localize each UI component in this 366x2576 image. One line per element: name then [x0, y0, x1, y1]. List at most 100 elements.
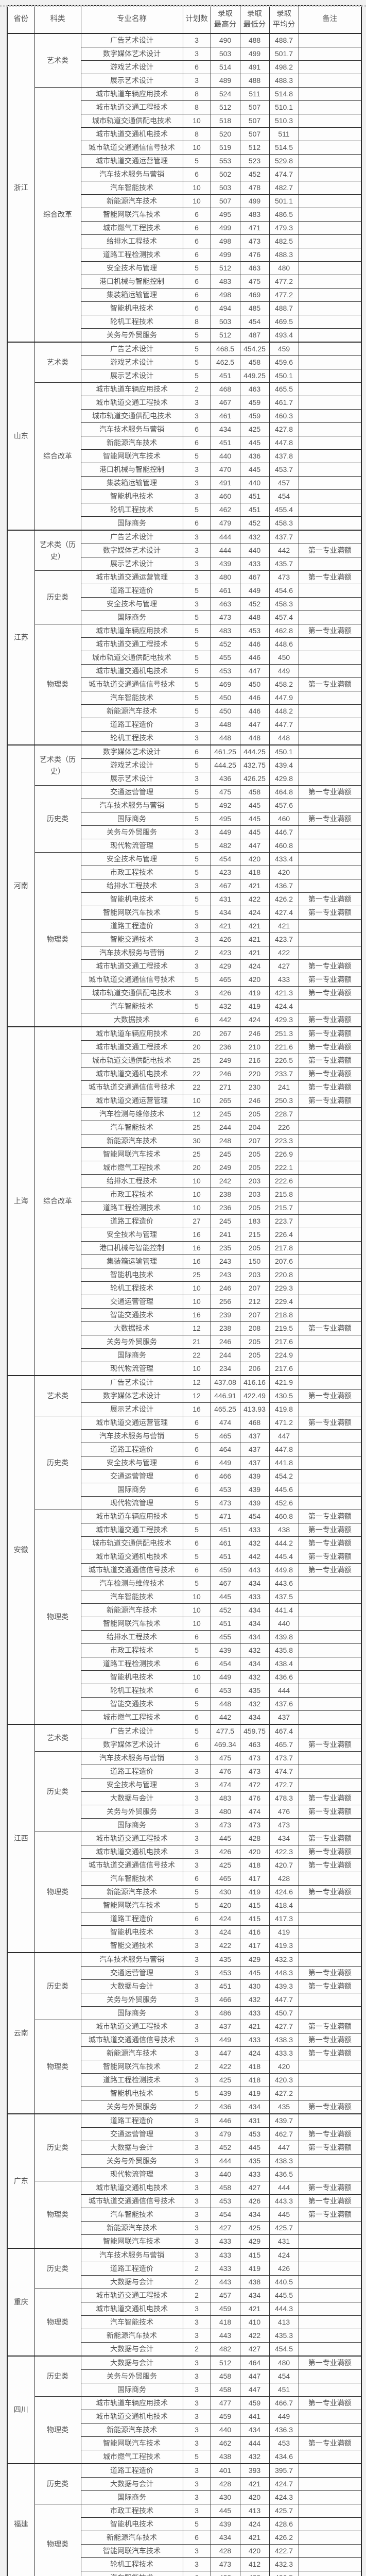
- remark-cell: [298, 463, 362, 477]
- max-score-cell: 428: [210, 2477, 240, 2491]
- min-score-cell: 230: [239, 1080, 270, 1094]
- remark-cell: [298, 275, 362, 289]
- table-row: 大数据与会计 2 482 427 454.5: [7, 2342, 362, 2357]
- min-score-cell: 473: [239, 234, 270, 248]
- plan-cell: 6: [182, 1456, 211, 1470]
- plan-cell: 3: [182, 1952, 211, 1967]
- remark-cell: [298, 2087, 362, 2100]
- remark-cell: 第一专业满额: [298, 1845, 362, 1859]
- major-cell: 智能交通技术: [80, 933, 183, 946]
- major-cell: 智能网联汽车技术: [80, 208, 183, 222]
- plan-cell: 6: [182, 1536, 211, 1550]
- table-row: 城市轨道交通供配电技术 3 461 459 460.3: [7, 409, 362, 423]
- avg-score-cell: 437.5: [269, 1590, 299, 1604]
- min-score-cell: 419: [239, 999, 270, 1013]
- major-cell: 汽车技术服务与营销: [80, 422, 183, 436]
- table-row: 城市轨道交通通信信号技术 3 449 433 438.3 第一专业满额: [7, 2033, 362, 2047]
- remark-cell: [298, 2289, 362, 2302]
- min-score-cell: 463: [239, 1738, 270, 1752]
- table-row: 智能网联汽车技术 5 420 415 418.4: [7, 1899, 362, 1912]
- max-score-cell: 524: [210, 87, 240, 101]
- major-cell: 新能源汽车技术: [80, 2531, 183, 2545]
- remark-cell: [298, 758, 362, 772]
- table-row: 城市轨道交通运营管理 10 265 246 250.3 第一专业满额: [7, 1094, 362, 1108]
- max-score-cell: 455: [210, 651, 240, 665]
- min-score-cell: 473: [239, 1751, 270, 1765]
- table-row: 道路工程检测技术 10 236 205 215.7: [7, 1201, 362, 1215]
- max-score-cell: 426: [210, 933, 240, 946]
- header-max-score: 录取 最高分: [210, 5, 240, 34]
- min-score-cell: 452: [239, 597, 270, 611]
- plan-cell: 3: [182, 396, 211, 410]
- plan-cell: 3: [182, 544, 211, 557]
- min-score-cell: 434: [239, 1630, 270, 1644]
- plan-cell: 5: [182, 355, 211, 369]
- min-score-cell: 434: [239, 2208, 270, 2222]
- remark-cell: 第一专业满额: [298, 677, 362, 691]
- max-score-cell: 490: [210, 33, 240, 47]
- table-row: 物理类 城市轨道交通工程技术 3 445 428 434 第一专业满额: [7, 1832, 362, 1953]
- plan-cell: 3: [182, 489, 211, 503]
- max-score-cell: 453: [210, 1483, 240, 1497]
- major-cell: 现代物流管理: [80, 839, 183, 853]
- max-score-cell: 455: [210, 1630, 240, 1644]
- table-row: 道路工程造价 6 464 437 447.8: [7, 1443, 362, 1456]
- remark-cell: [298, 2571, 362, 2576]
- min-score-cell: 416.16: [239, 1375, 270, 1389]
- plan-cell: 3: [182, 2167, 211, 2181]
- min-score-cell: 205: [239, 1241, 270, 1255]
- remark-cell: [298, 516, 362, 531]
- major-cell: 国际商务: [80, 2383, 183, 2397]
- plan-cell: 6: [182, 248, 211, 262]
- plan-cell: 25: [182, 1268, 211, 1282]
- avg-score-cell: 430.5: [269, 1389, 299, 1403]
- major-cell: 给排水工程技术: [80, 1174, 183, 1188]
- table-row: 智能网联汽车技术 3 433 429 431: [7, 2234, 362, 2249]
- min-score-cell: 432: [239, 1670, 270, 1684]
- avg-score-cell: 226.4: [269, 1228, 299, 1242]
- max-score-cell: 489: [210, 74, 240, 88]
- avg-score-cell: 420.3: [269, 2073, 299, 2087]
- avg-score-cell: 427: [269, 959, 299, 973]
- table-row: 物理类 城市轨道交通机电技术 3 458 427 444 第一专业满额: [7, 2181, 362, 2249]
- max-score-cell: 431: [210, 892, 240, 906]
- avg-score-cell: 454.6: [269, 584, 299, 598]
- min-score-cell: 445: [239, 812, 270, 826]
- major-cell: 道路工程检测技术: [80, 248, 183, 262]
- plan-cell: 10: [182, 1188, 211, 1201]
- avg-score-cell: 479.3: [269, 221, 299, 235]
- min-score-cell: 412: [239, 2557, 270, 2571]
- avg-score-cell: 473: [269, 570, 299, 584]
- table-row: 道路工程造价 3 476 473 474.7: [7, 1765, 362, 1778]
- table-row: 城市轨道交通工程技术 3 429 424 427 第一专业满额: [7, 959, 362, 973]
- plan-cell: 6: [182, 1710, 211, 1725]
- avg-score-cell: 425.7: [269, 2221, 299, 2235]
- table-row: 道路工程造价 27 245 183 223.7: [7, 1214, 362, 1228]
- province-cell: 广东: [7, 2113, 35, 2249]
- avg-score-cell: 447.7: [269, 718, 299, 732]
- table-row: 关务与外贸服务 3 449 445 446.7: [7, 825, 362, 839]
- major-cell: 国际商务: [80, 611, 183, 624]
- avg-score-cell: 422.3: [269, 1845, 299, 1859]
- min-score-cell: 463: [239, 382, 270, 396]
- max-score-cell: 444: [210, 544, 240, 557]
- avg-score-cell: 473: [269, 1818, 299, 1832]
- min-score-cell: 424: [239, 2517, 270, 2531]
- plan-cell: 2: [182, 946, 211, 960]
- plan-cell: 3: [182, 2154, 211, 2168]
- plan-cell: 3: [182, 2302, 211, 2316]
- header-avg-score: 录取 平均分: [269, 5, 299, 34]
- major-cell: 城市轨道交通工程技术: [80, 1832, 183, 1845]
- major-cell: 智能网联汽车技术: [80, 2234, 183, 2249]
- remark-cell: [298, 1469, 362, 1483]
- plan-cell: 5: [182, 691, 211, 705]
- min-score-cell: 424: [239, 1013, 270, 1027]
- max-score-cell: 424: [210, 1912, 240, 1926]
- avg-score-cell: 460.8: [269, 839, 299, 853]
- avg-score-cell: 226.5: [269, 1054, 299, 1067]
- min-score-cell: 447: [239, 2369, 270, 2383]
- min-score-cell: 417: [239, 1872, 270, 1886]
- max-score-cell: 444: [210, 530, 240, 544]
- table-row: 汽车智能技术6433423426.5: [7, 2571, 362, 2576]
- remark-cell: [298, 1483, 362, 1497]
